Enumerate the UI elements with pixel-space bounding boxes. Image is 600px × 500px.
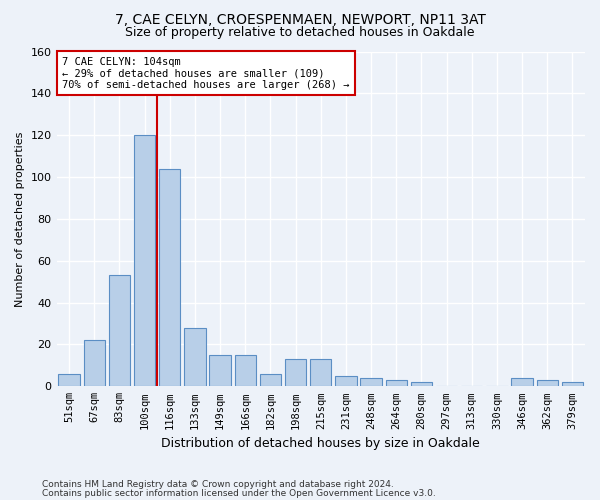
Bar	[184, 328, 206, 386]
Bar	[361, 378, 382, 386]
Bar	[411, 382, 432, 386]
Bar	[386, 380, 407, 386]
Bar	[109, 276, 130, 386]
Bar	[83, 340, 105, 386]
Text: Size of property relative to detached houses in Oakdale: Size of property relative to detached ho…	[125, 26, 475, 39]
Bar	[536, 380, 558, 386]
Bar	[235, 355, 256, 386]
Text: 7 CAE CELYN: 104sqm
← 29% of detached houses are smaller (109)
70% of semi-detac: 7 CAE CELYN: 104sqm ← 29% of detached ho…	[62, 56, 349, 90]
Bar	[58, 374, 80, 386]
Bar	[562, 382, 583, 386]
Bar	[335, 376, 356, 386]
Bar	[209, 355, 231, 386]
Text: Contains HM Land Registry data © Crown copyright and database right 2024.: Contains HM Land Registry data © Crown c…	[42, 480, 394, 489]
X-axis label: Distribution of detached houses by size in Oakdale: Distribution of detached houses by size …	[161, 437, 480, 450]
Bar	[310, 359, 331, 386]
Bar	[260, 374, 281, 386]
Text: 7, CAE CELYN, CROESPENMAEN, NEWPORT, NP11 3AT: 7, CAE CELYN, CROESPENMAEN, NEWPORT, NP1…	[115, 12, 485, 26]
Y-axis label: Number of detached properties: Number of detached properties	[15, 131, 25, 306]
Bar	[285, 359, 307, 386]
Bar	[134, 135, 155, 386]
Bar	[159, 168, 181, 386]
Bar	[511, 378, 533, 386]
Text: Contains public sector information licensed under the Open Government Licence v3: Contains public sector information licen…	[42, 489, 436, 498]
